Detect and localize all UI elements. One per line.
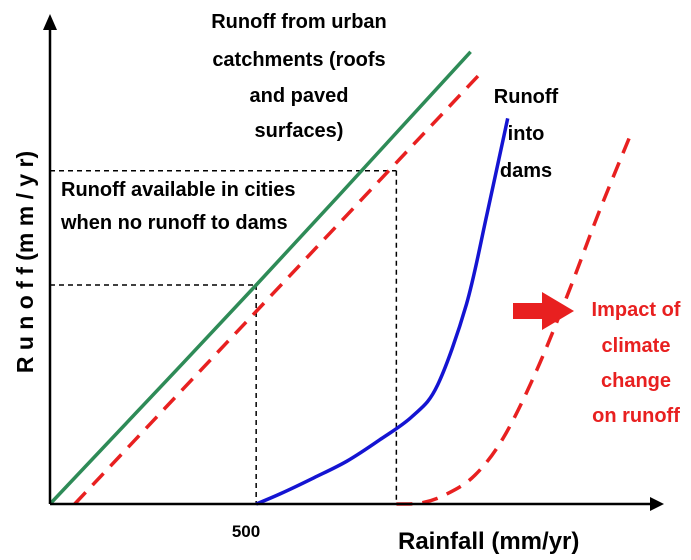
annotation-climate-line: Impact of (592, 299, 681, 321)
annotation-available-line: Runoff available in cities (61, 179, 296, 201)
annotation-urban-runoff-line: catchments (roofs (212, 49, 385, 71)
annotation-dams-line: Runoff (494, 86, 559, 108)
annotation-climate-line: climate (602, 335, 671, 357)
x-axis-label: Rainfall (mm/yr) (398, 528, 579, 555)
annotation-urban-runoff-line: Runoff from urban (211, 11, 387, 33)
annotation-climate-impact: Impact of climate change on runoff (592, 299, 681, 427)
x-axis-arrow-icon (650, 497, 664, 511)
series-line-dams-climate (396, 132, 634, 506)
annotation-climate-line: on runoff (592, 405, 680, 427)
annotation-runoff-into-dams: Runoff into dams (494, 86, 559, 182)
annotation-urban-runoff-line: and paved (250, 85, 349, 107)
climate-impact-arrow-icon (513, 292, 574, 330)
annotation-available-line: when no runoff to dams (60, 212, 288, 234)
series-line-dams (255, 118, 510, 506)
annotation-available-in-cities: Runoff available in cities when no runof… (60, 179, 296, 234)
series-line-urban-climate (73, 69, 485, 506)
y-axis-arrow-icon (43, 14, 57, 30)
y-axis-label: R u n o f f (m m / y r) (12, 151, 38, 373)
series-line-urban (48, 50, 472, 506)
reference-lines (50, 170, 398, 504)
annotation-dams-line: into (508, 123, 545, 145)
annotation-dams-line: dams (500, 160, 552, 182)
x-tick-label: 500 (232, 522, 260, 541)
series-lines (48, 50, 634, 506)
annotation-urban-runoff: Runoff from urban catchments (roofs and … (211, 11, 387, 142)
annotation-urban-runoff-line: surfaces) (255, 120, 344, 142)
annotation-climate-line: change (601, 370, 671, 392)
